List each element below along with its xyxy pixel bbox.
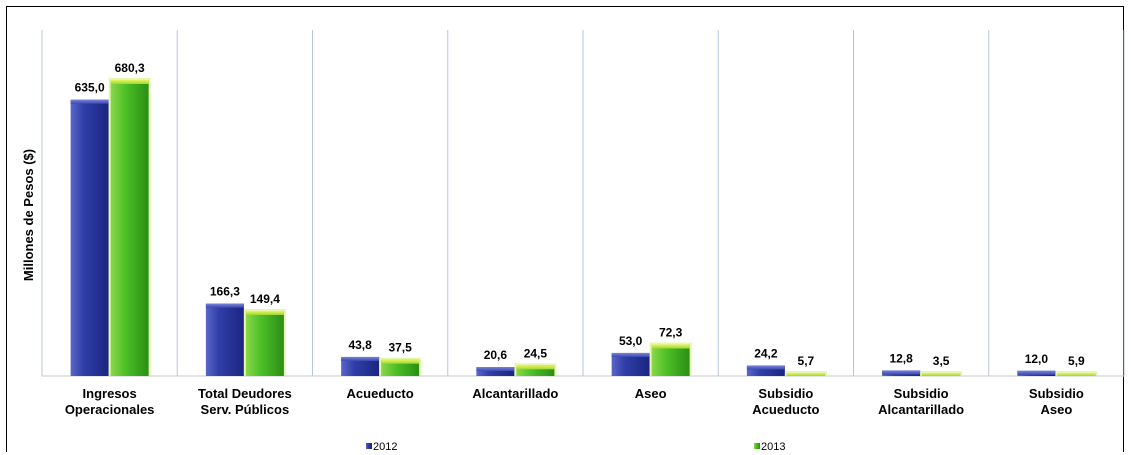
data-label-2012-4: 53,0 (619, 334, 643, 348)
category-label-7: Subsidio Aseo (1029, 386, 1084, 417)
category-separators (41, 30, 1125, 376)
data-labels-group: 635,0 680,3 166,3 149,4 43,8 37,5 20,6 24,5 53,0… (75, 61, 1085, 368)
legend-swatch-2013 (754, 443, 760, 449)
category-label-3: Alcantarillado (472, 386, 558, 401)
data-label-2013-2: 37,5 (388, 341, 412, 355)
chart-frame (6, 6, 1124, 452)
data-label-2013-5: 5,7 (798, 354, 815, 368)
data-label-2012-0: 635,0 (75, 81, 105, 95)
bar-top-2013-0 (110, 80, 149, 84)
data-label-2013-7: 5,9 (1068, 354, 1085, 368)
bar-top-2012-5 (746, 365, 785, 370)
bar-top-2013-5 (786, 373, 825, 376)
data-label-2012-7: 12,0 (1025, 352, 1049, 366)
bar-top-2013-4 (651, 344, 690, 349)
bar-top-2013-6 (922, 373, 961, 376)
bar-2012-3 (476, 367, 515, 376)
bar-2013-0 (110, 80, 149, 376)
bar-top-2012-6 (882, 370, 921, 375)
data-label-2012-3: 20,6 (484, 348, 508, 362)
category-labels-group: Ingresos Operacionales Total Deudores Serv.… (65, 386, 1084, 417)
bar-2012-0 (70, 99, 109, 376)
category-label-0: Ingresos Operacionales (65, 386, 155, 417)
category-label-5: Subsidio Acueducto (752, 386, 819, 417)
data-label-2013-3: 24,5 (524, 346, 548, 360)
bar-top-2013-2 (381, 359, 420, 364)
bar-2013-1 (245, 310, 284, 376)
category-label-6: Subsidio Alcantarillado (878, 386, 964, 417)
data-label-2012-5: 24,2 (754, 346, 778, 360)
category-label-2: Acueducto (347, 386, 414, 401)
bar-top-2013-3 (516, 365, 555, 370)
bar-2012-1 (205, 303, 244, 376)
bar-2013-4 (651, 344, 690, 376)
bar-top-2013-1 (245, 310, 284, 315)
bar-top-2012-1 (205, 303, 244, 308)
legend-label-2013: 2013 (761, 441, 785, 453)
y-axis-label: Millones de Pesos ($) (21, 149, 36, 281)
data-label-2013-1: 149,4 (250, 292, 280, 306)
legend: 2012 2013 (366, 441, 785, 453)
bar-2012-5 (746, 365, 785, 376)
data-label-2012-6: 12,8 (889, 351, 913, 365)
bar-top-2012-7 (1017, 370, 1056, 375)
bar-top-2012-4 (611, 352, 650, 357)
bar-2013-2 (381, 359, 420, 376)
bar-2012-2 (341, 356, 380, 376)
category-label-4: Aseo (635, 386, 667, 401)
data-label-2012-1: 166,3 (210, 285, 240, 299)
legend-swatch-2012 (366, 443, 372, 449)
legend-label-2012: 2012 (373, 441, 397, 453)
bar-2012-4 (611, 352, 650, 376)
data-label-2013-0: 680,3 (115, 61, 145, 75)
data-label-2013-4: 72,3 (659, 326, 683, 340)
data-label-2012-2: 43,8 (348, 338, 372, 352)
bar-top-2012-3 (476, 367, 515, 372)
category-label-1: Total Deudores Serv. Públicos (198, 386, 292, 417)
bar-top-2013-7 (1057, 373, 1096, 376)
bar-top-2012-0 (70, 99, 109, 104)
bars-group (70, 78, 1098, 376)
bar-top-2012-2 (341, 356, 380, 361)
bar-2013-3 (516, 365, 555, 376)
data-label-2013-6: 3,5 (933, 354, 950, 368)
